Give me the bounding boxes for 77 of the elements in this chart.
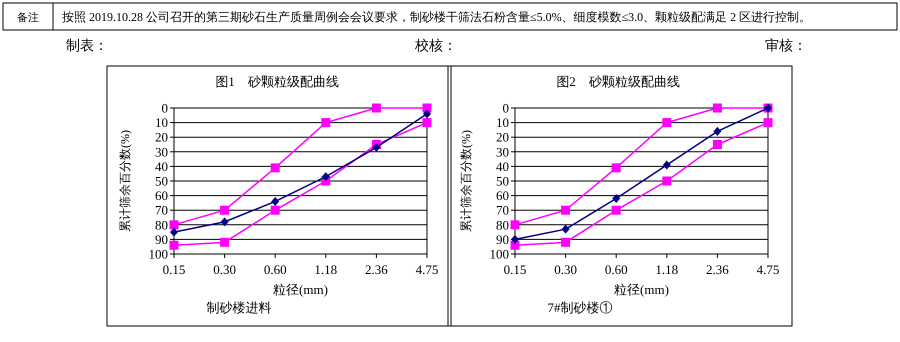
text: 备注: [17, 11, 39, 24]
point: [372, 104, 381, 112]
y-tick-label: 30: [496, 144, 509, 160]
y-tick-label: 90: [155, 232, 168, 247]
point: [510, 220, 520, 230]
point: [712, 104, 722, 112]
y-tick-label: 10: [496, 115, 509, 130]
x-tick-label: 0.30: [554, 262, 577, 277]
point: [170, 240, 178, 250]
y-tick-label: 40: [496, 158, 509, 174]
y-tick-label: 30: [155, 144, 168, 160]
text: 按照 2019.10.28 公司召开的第三期砂石生产质量周例会会议要求，制砂楼干筛法石粉含量≤5.0%、细度模数≤3.0、颗粒级配满足 2 区进行控制。: [62, 10, 812, 24]
point: [422, 118, 432, 128]
point: [712, 140, 722, 149]
text: 制砂楼进料: [206, 300, 272, 315]
point: [372, 142, 380, 152]
point: [220, 238, 230, 247]
y-tick-label: 90: [496, 232, 509, 247]
y-tick-label: 60: [496, 188, 509, 204]
point: [612, 163, 621, 172]
y-tick-label: 0: [162, 100, 168, 116]
x-tick-label: 0.60: [264, 262, 287, 277]
chart-title: 图2 砂颗粒级配曲线: [556, 74, 680, 89]
point: [612, 194, 620, 204]
point: [321, 118, 330, 128]
point: [423, 109, 431, 118]
y-tick-label: 70: [155, 202, 168, 218]
y-tick-label: 0: [502, 100, 509, 116]
x-tick-label: 0.15: [504, 262, 526, 277]
point: [764, 118, 772, 128]
y-tick-label: 70: [496, 202, 509, 218]
x-tick-label: 4.75: [416, 262, 438, 277]
point: [270, 163, 280, 172]
y-tick-label: 20: [496, 130, 509, 145]
point: [561, 238, 570, 247]
point: [562, 224, 570, 234]
point: [511, 234, 519, 244]
x-tick-label: 2.36: [365, 262, 388, 277]
y-tick-label: 50: [155, 174, 168, 188]
point: [322, 172, 330, 182]
point: [170, 228, 178, 237]
x-axis-title: 粒径(mm): [614, 282, 669, 297]
text: 校核：: [414, 38, 457, 54]
x-axis-title: 粒径(mm): [273, 282, 328, 297]
point: [662, 160, 671, 170]
text: 7#制砂楼①: [548, 300, 612, 315]
y-tick-label: 40: [155, 158, 168, 174]
x-tick-label: 2.36: [706, 262, 730, 277]
y-tick-label: 80: [496, 217, 509, 232]
point: [561, 206, 570, 215]
point: [662, 176, 672, 186]
chart-title: 图1 砂颗粒级配曲线: [215, 74, 339, 89]
x-tick-label: 4.75: [756, 262, 780, 277]
y-tick-label: 50: [496, 174, 509, 188]
point: [271, 196, 280, 206]
y-tick-label: 20: [155, 130, 168, 145]
y-tick-label: 60: [155, 188, 168, 204]
point: [713, 126, 722, 136]
point: [220, 217, 229, 226]
x-tick-label: 0.60: [604, 262, 628, 277]
point: [662, 118, 672, 128]
y-tick-label: 100: [490, 246, 509, 262]
y-tick-label: 10: [155, 115, 168, 130]
point: [270, 206, 280, 215]
y-tick-label: 80: [155, 217, 168, 232]
x-tick-label: 0.30: [213, 262, 236, 277]
x-tick-label: 0.15: [162, 262, 186, 277]
text: 审核：: [765, 38, 807, 54]
text: 制表：: [66, 38, 108, 54]
point: [612, 206, 621, 215]
point: [220, 206, 230, 215]
x-tick-label: 1.18: [655, 262, 678, 277]
y-axis-title: 累计筛余百分数(%): [459, 130, 473, 232]
point: [170, 220, 178, 230]
y-axis-title: 累计筛余百分数(%): [118, 130, 132, 232]
x-tick-label: 1.18: [314, 262, 338, 277]
y-tick-label: 100: [148, 246, 168, 262]
